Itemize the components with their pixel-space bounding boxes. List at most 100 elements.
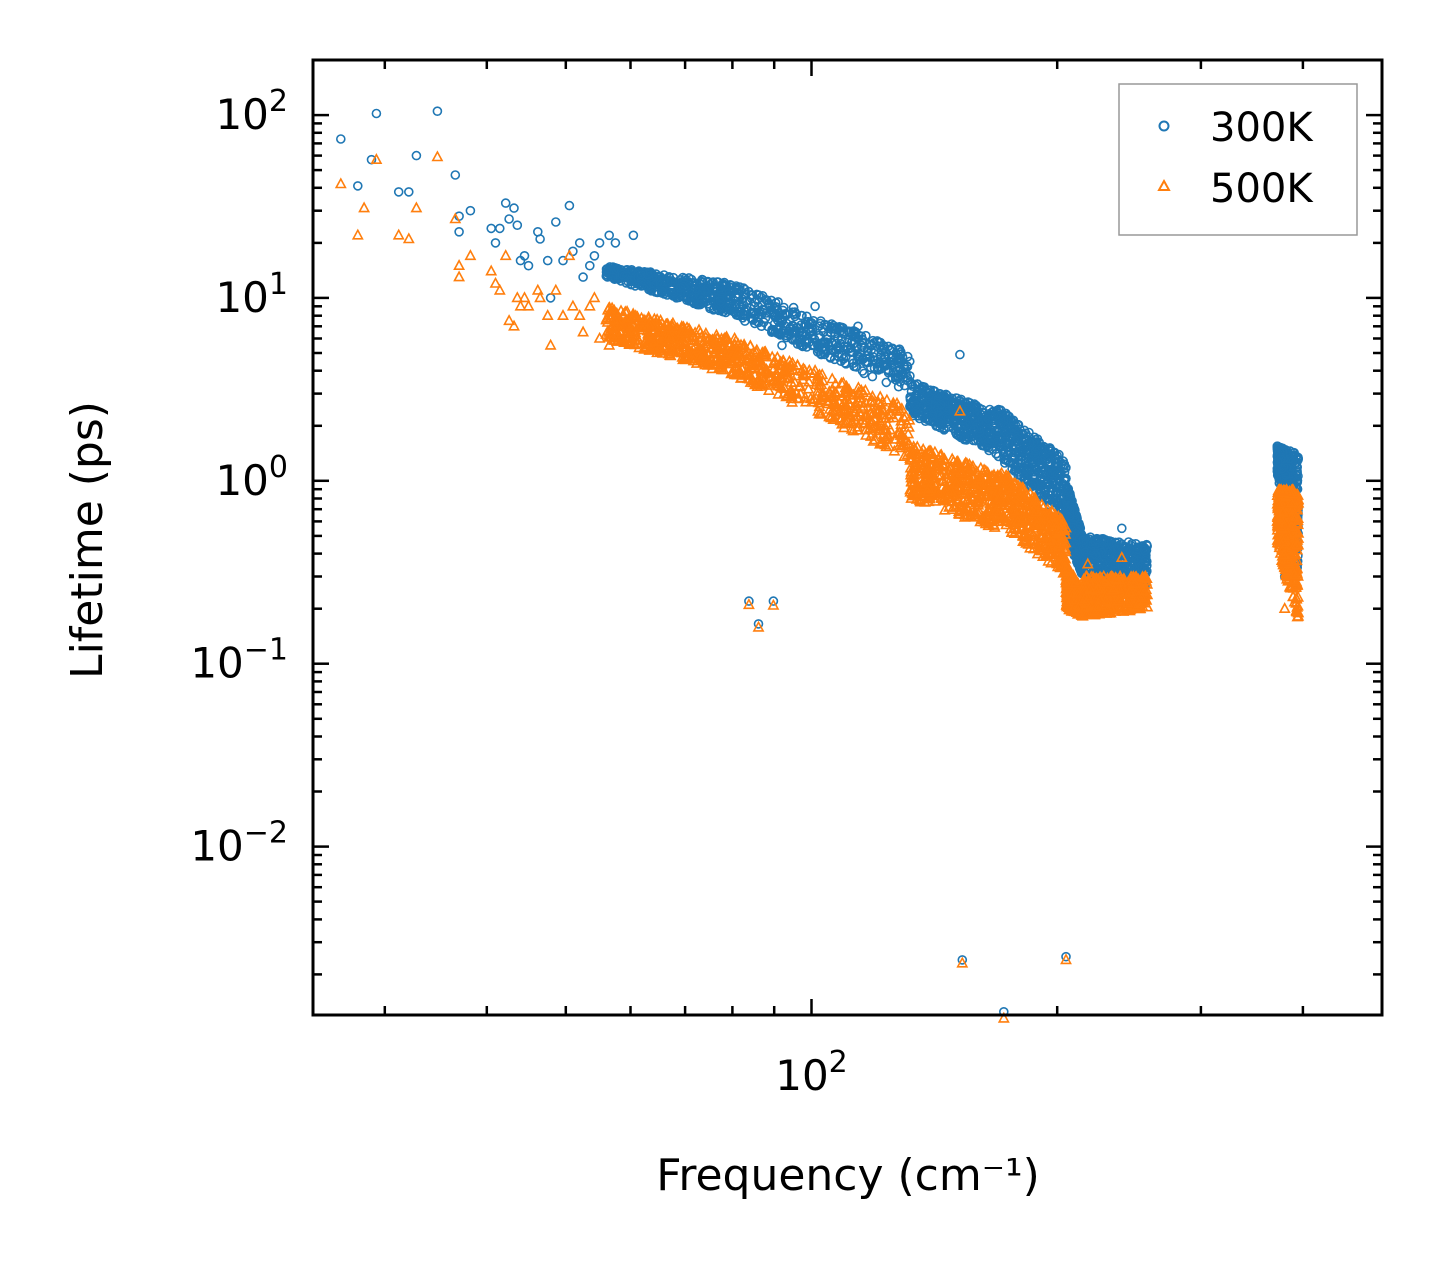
- point-300k: [782, 309, 793, 320]
- point-300k: [797, 341, 808, 352]
- point-300k: [509, 203, 519, 213]
- point-300k: [393, 187, 404, 197]
- point-300k: [768, 596, 779, 606]
- point-300k: [589, 251, 600, 261]
- point-300k: [1030, 449, 1041, 460]
- point-300k: [709, 303, 720, 314]
- point-300k: [699, 286, 710, 296]
- point-300k: [371, 108, 382, 119]
- point-300k: [763, 321, 773, 332]
- point-300k: [822, 331, 833, 342]
- point-300k: [523, 260, 534, 271]
- point-300k: [617, 269, 628, 280]
- point-300k: [828, 320, 839, 331]
- point-300k: [810, 301, 820, 312]
- point-300k: [1117, 523, 1127, 534]
- point-300k: [910, 400, 921, 411]
- point-300k: [1030, 445, 1041, 456]
- point-300k: [1000, 436, 1011, 447]
- point-300k: [669, 287, 679, 298]
- point-300k: [875, 358, 885, 368]
- point-300k: [935, 422, 945, 433]
- point-300k: [894, 353, 904, 363]
- point-300k: [574, 238, 585, 248]
- point-300k: [1035, 476, 1046, 487]
- point-300k: [905, 401, 915, 412]
- point-300k: [897, 366, 908, 377]
- point-300k: [928, 411, 939, 421]
- point-300k: [628, 230, 639, 241]
- point-300k: [687, 293, 698, 303]
- point-300k: [500, 198, 511, 208]
- point-300k: [872, 364, 883, 374]
- point-300k: [542, 255, 553, 266]
- point-300k: [999, 454, 1009, 465]
- point-300k: [929, 386, 940, 397]
- point-300k: [733, 284, 744, 294]
- point-300k: [999, 420, 1010, 431]
- point-300k: [992, 432, 1003, 443]
- point-300k: [933, 417, 944, 428]
- point-300k: [928, 417, 939, 428]
- point-300k: [893, 358, 903, 369]
- point-300k: [753, 619, 764, 629]
- point-300k: [715, 282, 726, 293]
- point-300k: [519, 251, 530, 261]
- point-300k: [911, 405, 922, 416]
- point-300k: [352, 181, 363, 191]
- point-300k: [943, 413, 953, 424]
- point-300k: [973, 435, 983, 446]
- point-300k: [976, 410, 987, 420]
- point-300k: [465, 205, 476, 216]
- point-300k: [671, 292, 682, 303]
- point-300k: [982, 441, 992, 452]
- point-300k: [947, 398, 958, 408]
- point-300k: [717, 292, 728, 302]
- point-300k: [450, 170, 461, 180]
- point-300k: [853, 351, 864, 361]
- point-300k: [1012, 433, 1023, 444]
- point-300k: [731, 292, 741, 303]
- point-300k: [996, 406, 1007, 416]
- point-300k: [972, 409, 982, 419]
- point-300k: [1030, 461, 1041, 471]
- point-300k: [738, 309, 749, 319]
- point-300k: [578, 272, 588, 282]
- point-300k: [1025, 438, 1035, 448]
- point-300k: [991, 406, 1002, 416]
- point-300k: [604, 230, 615, 241]
- point-300k: [949, 418, 960, 428]
- point-300k: [969, 424, 980, 435]
- point-300k: [647, 278, 658, 289]
- point-300k: [1018, 445, 1029, 456]
- point-300k: [957, 955, 968, 965]
- point-300k: [867, 371, 878, 382]
- point-300k: [823, 337, 833, 348]
- point-300k: [663, 277, 673, 287]
- point-300k: [636, 270, 646, 280]
- point-300k: [881, 377, 892, 388]
- point-300k: [335, 134, 346, 144]
- point-300k: [746, 313, 756, 323]
- point-300k: [864, 339, 875, 350]
- point-300k: [961, 431, 972, 442]
- point-300k: [851, 331, 862, 342]
- point-300k: [454, 227, 464, 237]
- point-300k: [848, 326, 859, 336]
- point-300k: [1008, 452, 1019, 463]
- point-300k: [876, 344, 887, 355]
- point-300k: [607, 272, 618, 283]
- point-300k: [847, 346, 857, 357]
- point-300k: [777, 340, 787, 351]
- point-300k: [602, 267, 612, 277]
- point-300k: [636, 280, 647, 291]
- point-300k: [887, 357, 897, 368]
- point-300k: [707, 278, 717, 288]
- point-300k: [955, 349, 965, 360]
- point-300k: [763, 298, 774, 309]
- point-300k: [411, 150, 422, 161]
- point-300k: [740, 284, 750, 295]
- point-300k: [403, 187, 414, 197]
- point-300k: [594, 238, 605, 248]
